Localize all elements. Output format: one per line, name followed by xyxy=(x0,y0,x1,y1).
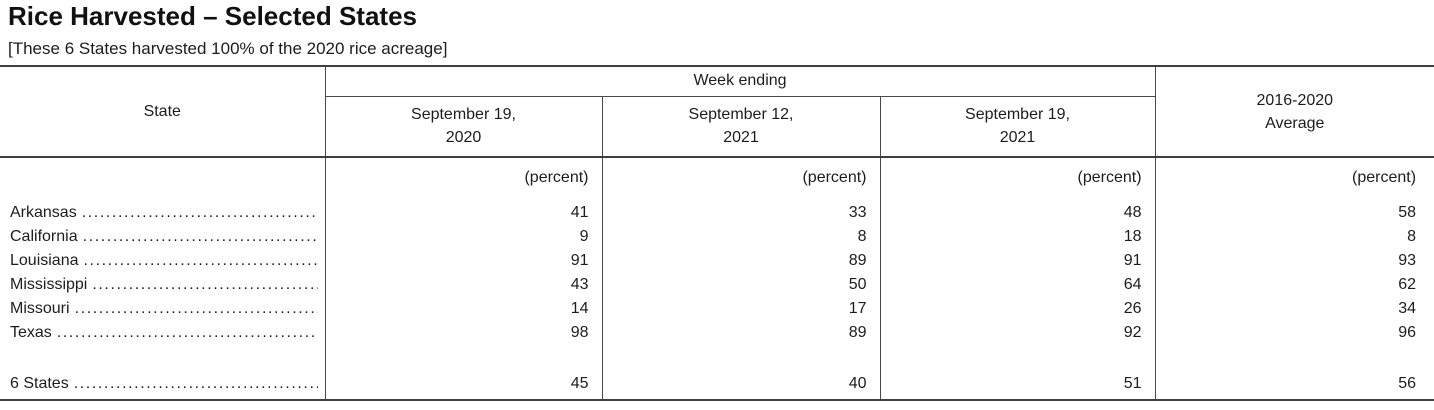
date-header-line1: September 19, xyxy=(411,106,516,124)
table-row-missouri: Missouri 14 17 26 34 xyxy=(0,297,1434,321)
dot-leader xyxy=(74,375,318,393)
dot-leader xyxy=(83,228,318,246)
value-cell: 8 xyxy=(1154,225,1434,249)
value-cell: 50 xyxy=(601,273,880,297)
column-header-sep12-2021: September 12, 2021 xyxy=(601,96,880,158)
value-cell: 17 xyxy=(601,297,880,321)
value-cell: 91 xyxy=(324,249,602,273)
table-row-mississippi: Mississippi 43 50 64 62 xyxy=(0,273,1434,297)
state-column-header: State xyxy=(0,66,325,158)
state-name: Mississippi xyxy=(10,276,88,293)
unit-label: (percent) xyxy=(601,157,880,201)
unit-label: (percent) xyxy=(1154,157,1434,201)
table-header: State Week ending 2016-2020 Average Sept… xyxy=(0,66,1434,158)
spacer-cell xyxy=(879,345,1156,369)
value-cell: 58 xyxy=(1154,201,1434,225)
date-header-line1: September 19, xyxy=(965,106,1070,124)
table-body: (percent) (percent) (percent) (percent) … xyxy=(0,157,1434,400)
value-cell: 9 xyxy=(324,225,602,249)
spacer-cell xyxy=(1154,345,1434,369)
average-header-line2: Average xyxy=(1265,114,1325,132)
spacer-cell xyxy=(324,345,602,369)
value-cell: 41 xyxy=(324,201,602,225)
value-cell: 14 xyxy=(324,297,602,321)
date-header-line2: 2020 xyxy=(445,129,482,147)
value-cell: 93 xyxy=(1154,249,1434,273)
spacer-row xyxy=(0,345,1434,369)
unit-label: (percent) xyxy=(324,157,602,201)
dot-leader xyxy=(84,252,318,270)
state-cell: Arkansas xyxy=(0,201,325,225)
value-cell: 96 xyxy=(1154,321,1434,345)
unit-label: (percent) xyxy=(879,157,1156,201)
dot-leader xyxy=(82,204,318,222)
value-cell: 62 xyxy=(1154,273,1434,297)
state-name: Texas xyxy=(10,324,52,341)
state-name: Missouri xyxy=(10,300,70,317)
page-title: Rice Harvested – Selected States xyxy=(8,1,417,31)
week-ending-group-header: Week ending xyxy=(324,66,1156,97)
state-name: 6 States xyxy=(10,375,69,392)
value-cell: 51 xyxy=(879,369,1156,400)
average-header-line1: 2016-2020 xyxy=(1256,91,1334,109)
unit-row: (percent) (percent) (percent) (percent) xyxy=(0,157,1434,201)
value-cell: 91 xyxy=(879,249,1156,273)
table-row-california: California 9 8 18 8 xyxy=(0,225,1434,249)
value-cell: 92 xyxy=(879,321,1156,345)
dot-leader xyxy=(92,276,317,294)
spacer-cell xyxy=(601,345,880,369)
state-name: California xyxy=(10,228,78,245)
value-cell: 89 xyxy=(601,321,880,345)
state-cell: California xyxy=(0,225,325,249)
unit-row-state-cell xyxy=(0,157,325,201)
value-cell: 43 xyxy=(324,273,602,297)
spacer-cell xyxy=(0,345,325,369)
state-cell: Missouri xyxy=(0,297,325,321)
date-header-line1: September 12, xyxy=(688,106,794,124)
state-cell: Mississippi xyxy=(0,273,325,297)
dot-leader xyxy=(57,324,318,342)
table-row-arkansas: Arkansas 41 33 48 58 xyxy=(0,201,1434,225)
value-cell: 64 xyxy=(879,273,1156,297)
state-name: Arkansas xyxy=(10,204,77,221)
table-row-texas: Texas 98 89 92 96 xyxy=(0,321,1434,345)
column-header-sep19-2021: September 19, 2021 xyxy=(879,96,1156,158)
table-row-6-states: 6 States 45 40 51 56 xyxy=(0,369,1434,400)
state-cell: 6 States xyxy=(0,369,325,400)
page-subtitle: [These 6 States harvested 100% of the 20… xyxy=(8,39,448,58)
value-cell: 45 xyxy=(324,369,602,400)
table-row-louisiana: Louisiana 91 89 91 93 xyxy=(0,249,1434,273)
state-cell: Texas xyxy=(0,321,325,345)
column-header-sep19-2020: September 19, 2020 xyxy=(324,96,602,158)
date-header-line2: 2021 xyxy=(999,129,1036,147)
state-cell: Louisiana xyxy=(0,249,325,273)
state-name: Louisiana xyxy=(10,252,79,269)
dot-leader xyxy=(75,300,318,318)
value-cell: 26 xyxy=(879,297,1156,321)
value-cell: 18 xyxy=(879,225,1156,249)
date-header-line2: 2021 xyxy=(723,129,759,147)
value-cell: 89 xyxy=(601,249,880,273)
rice-harvested-table: State Week ending 2016-2020 Average Sept… xyxy=(0,65,1434,401)
value-cell: 33 xyxy=(601,201,880,225)
value-cell: 56 xyxy=(1154,369,1434,400)
average-column-header: 2016-2020 Average xyxy=(1154,66,1434,158)
value-cell: 40 xyxy=(601,369,880,400)
value-cell: 8 xyxy=(601,225,880,249)
value-cell: 48 xyxy=(879,201,1156,225)
value-cell: 98 xyxy=(324,321,602,345)
value-cell: 34 xyxy=(1154,297,1434,321)
